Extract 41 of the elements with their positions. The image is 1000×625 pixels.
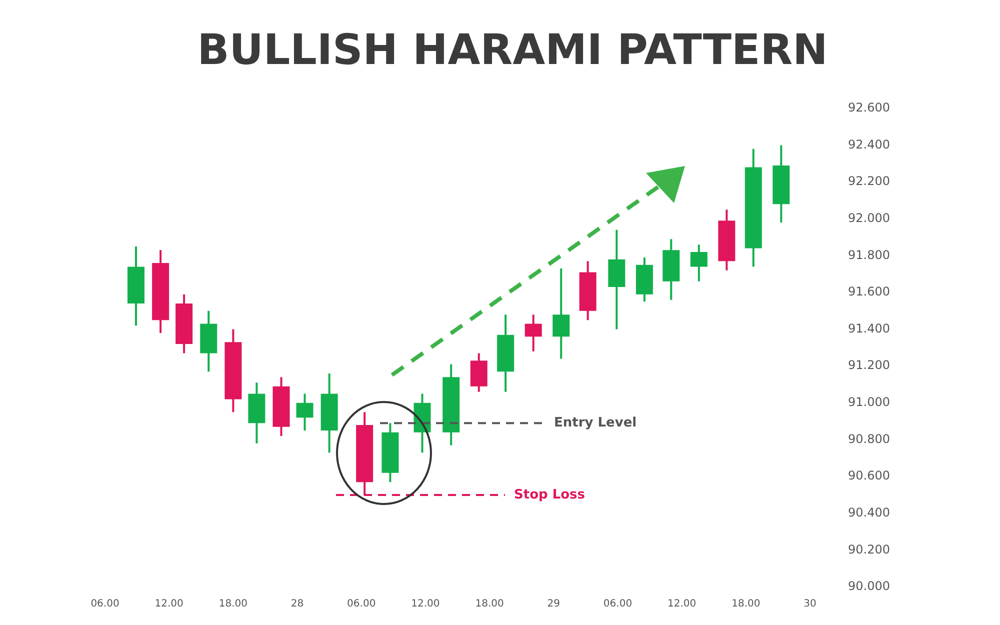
y-tick-label: 92.400 <box>848 137 890 152</box>
candlestick <box>744 148 762 267</box>
x-tick-label: 18.00 <box>218 598 248 610</box>
y-tick-label: 91.400 <box>848 321 890 336</box>
y-tick-label: 92.000 <box>848 210 890 225</box>
y-tick-label: 90.600 <box>848 468 890 483</box>
ref-line-label: Stop Loss <box>514 487 586 502</box>
candlestick <box>608 230 626 330</box>
x-tick-label: 29 <box>547 598 560 610</box>
y-tick-label: 92.600 <box>848 100 890 115</box>
y-tick-label: 90.400 <box>848 505 890 520</box>
x-tick-label: 12.00 <box>668 598 696 610</box>
candlestick <box>636 258 653 302</box>
y-tick-label: 91.000 <box>848 395 890 410</box>
y-tick-label: 91.200 <box>848 358 890 372</box>
candlestick <box>552 268 570 359</box>
x-tick-label: 06.00 <box>347 598 376 610</box>
y-tick-label: 90.200 <box>848 542 890 556</box>
y-tick-label: 90.800 <box>848 432 890 446</box>
x-tick-label: 06.00 <box>603 598 632 610</box>
chart-title: BULLISH HARAMI PATTERN <box>197 25 828 74</box>
candlestick <box>690 244 708 282</box>
candlestick <box>579 261 596 320</box>
y-tick-label: 91.600 <box>848 284 890 299</box>
candlestick <box>772 145 790 223</box>
x-tick-label: 18.00 <box>475 598 504 610</box>
x-tick-label: 06.00 <box>90 598 120 610</box>
y-tick-label: 90.000 <box>848 579 890 594</box>
candlestick <box>497 314 514 392</box>
x-tick-label: 12.00 <box>411 598 440 610</box>
ref-line-label: Entry Level <box>554 416 637 431</box>
x-tick-label: 18.00 <box>732 598 760 610</box>
y-tick-label: 91.800 <box>848 248 890 262</box>
y-tick-label: 92.200 <box>848 174 890 188</box>
x-tick-label: 12.00 <box>154 598 184 610</box>
candlestick <box>470 353 488 392</box>
candlestick <box>718 210 736 270</box>
x-tick-label: 30 <box>804 598 816 610</box>
candlestick <box>662 239 680 300</box>
candlestick <box>248 382 266 444</box>
x-tick-label: 28 <box>290 598 304 610</box>
